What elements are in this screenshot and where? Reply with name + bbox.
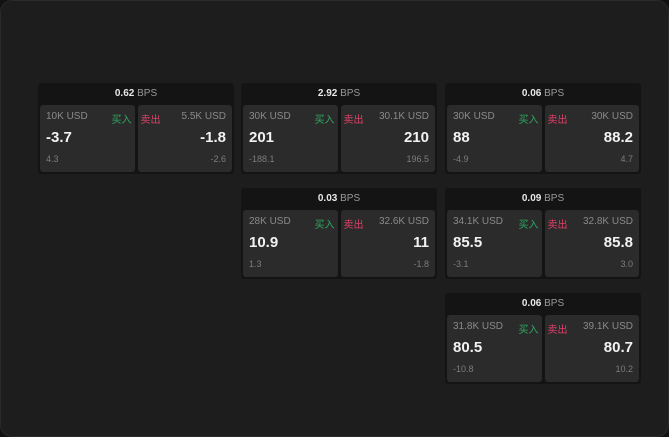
sell-cell[interactable]: 卖出 32.8K USD 85.8 3.0	[544, 210, 639, 277]
spread-header: 0.62 BPS	[38, 83, 234, 105]
bid-price: 85.5	[453, 234, 483, 251]
sell-label: 卖出	[343, 115, 364, 126]
bid-price: 10.9	[249, 234, 279, 251]
spread-header: 0.06 BPS	[445, 83, 641, 105]
price-tile: 0.62 BPS 10K USD 买入 -3.7 4.3 卖出 5.5K USD…	[38, 83, 234, 174]
bid-price: 80.5	[453, 339, 483, 356]
buy-label: 买入	[518, 115, 539, 126]
bid-size: 31.8K USD	[453, 321, 504, 332]
ask-price: 11	[413, 234, 429, 251]
buy-cell[interactable]: 10K USD 买入 -3.7 4.3	[40, 105, 135, 172]
bid-change: 4.3	[46, 154, 59, 164]
buy-cell[interactable]: 30K USD 买入 88 -4.9	[447, 105, 542, 172]
sell-label: 卖出	[547, 220, 568, 231]
spread-unit: BPS	[340, 88, 361, 99]
price-tile: 2.92 BPS 30K USD 买入 201 -188.1 卖出 30.1K …	[241, 83, 437, 174]
buy-label: 买入	[518, 220, 539, 231]
ask-change: 3.0	[620, 259, 633, 269]
ask-change: -2.6	[210, 154, 226, 164]
spread-value: 0.06	[521, 298, 542, 309]
spread-unit: BPS	[137, 88, 158, 99]
sell-label: 卖出	[343, 220, 364, 231]
bid-change: 1.3	[249, 259, 262, 269]
ask-change: 10.2	[615, 364, 633, 374]
ask-change: 4.7	[620, 154, 633, 164]
buy-cell[interactable]: 34.1K USD 买入 85.5 -3.1	[447, 210, 542, 277]
sell-cell[interactable]: 卖出 32.6K USD 11 -1.8	[340, 210, 435, 277]
bid-price: 201	[249, 129, 275, 146]
buy-label: 买入	[111, 115, 132, 126]
buy-cell[interactable]: 30K USD 买入 201 -188.1	[243, 105, 338, 172]
bid-change: -3.1	[453, 259, 469, 269]
ask-price: 85.8	[603, 234, 633, 251]
ask-price: 210	[403, 129, 429, 146]
spread-value: 0.06	[521, 88, 542, 99]
ask-size: 30K USD	[591, 111, 633, 122]
sell-cell[interactable]: 卖出 30.1K USD 210 196.5	[340, 105, 435, 172]
sell-label: 卖出	[547, 325, 568, 336]
sell-cell[interactable]: 卖出 5.5K USD -1.8 -2.6	[137, 105, 232, 172]
buy-label: 买入	[314, 115, 335, 126]
spread-value: 0.62	[114, 88, 135, 99]
bid-price: 88	[453, 129, 470, 146]
spread-header: 0.09 BPS	[445, 188, 641, 210]
bid-change: -4.9	[453, 154, 469, 164]
spread-unit: BPS	[340, 193, 361, 204]
ask-price: -1.8	[200, 129, 226, 146]
price-tile: 0.06 BPS 31.8K USD 买入 80.5 -10.8 卖出 39.1…	[445, 293, 641, 384]
ask-size: 39.1K USD	[582, 321, 633, 332]
sell-label: 卖出	[140, 115, 161, 126]
bid-change: -188.1	[249, 154, 275, 164]
ask-size: 30.1K USD	[378, 111, 429, 122]
bid-change: -10.8	[453, 364, 474, 374]
sell-label: 卖出	[547, 115, 568, 126]
spread-value: 0.09	[521, 193, 542, 204]
bid-size: 10K USD	[46, 111, 88, 122]
ask-change: -1.8	[413, 259, 429, 269]
spread-unit: BPS	[544, 298, 565, 309]
spread-unit: BPS	[544, 88, 565, 99]
price-tile: 0.06 BPS 30K USD 买入 88 -4.9 卖出 30K USD 8…	[445, 83, 641, 174]
bid-size: 34.1K USD	[453, 216, 504, 227]
spread-value: 0.03	[317, 193, 338, 204]
ask-size: 5.5K USD	[181, 111, 226, 122]
spread-header: 0.03 BPS	[241, 188, 437, 210]
spread-header: 2.92 BPS	[241, 83, 437, 105]
ask-price: 80.7	[603, 339, 633, 356]
buy-label: 买入	[314, 220, 335, 231]
buy-cell[interactable]: 28K USD 买入 10.9 1.3	[243, 210, 338, 277]
ask-size: 32.6K USD	[378, 216, 429, 227]
bid-price: -3.7	[46, 129, 72, 146]
buy-label: 买入	[518, 325, 539, 336]
ask-change: 196.5	[406, 154, 429, 164]
sell-cell[interactable]: 卖出 39.1K USD 80.7 10.2	[544, 315, 639, 382]
spread-unit: BPS	[544, 193, 565, 204]
bid-size: 30K USD	[249, 111, 291, 122]
price-tile: 0.03 BPS 28K USD 买入 10.9 1.3 卖出 32.6K US…	[241, 188, 437, 279]
bid-size: 28K USD	[249, 216, 291, 227]
ask-price: 88.2	[603, 129, 633, 146]
spread-value: 2.92	[317, 88, 338, 99]
buy-cell[interactable]: 31.8K USD 买入 80.5 -10.8	[447, 315, 542, 382]
bid-size: 30K USD	[453, 111, 495, 122]
spread-header: 0.06 BPS	[445, 293, 641, 315]
sell-cell[interactable]: 卖出 30K USD 88.2 4.7	[544, 105, 639, 172]
ask-size: 32.8K USD	[582, 216, 633, 227]
price-tile: 0.09 BPS 34.1K USD 买入 85.5 -3.1 卖出 32.8K…	[445, 188, 641, 279]
